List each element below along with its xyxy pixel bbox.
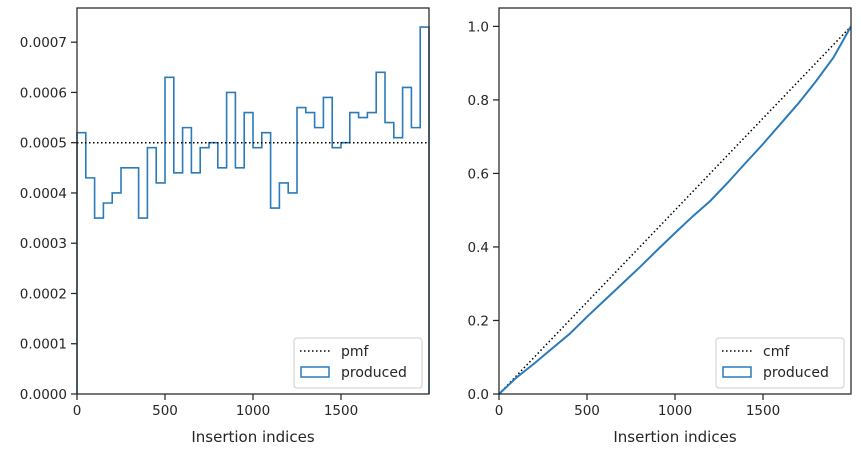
- pmf-ticks: 0 500 1000 1500 0.0000 0.0001 0.0002 0.0003 0.00…: [20, 35, 358, 419]
- cmf-legend-label-cmf: cmf: [763, 344, 790, 360]
- pmf-y-tick-label: 0.0002: [20, 286, 67, 302]
- cmf-legend-label-produced: produced: [763, 365, 829, 381]
- cmf-y-tick-label: 0.8: [468, 93, 489, 109]
- pmf-legend-box: [293, 337, 423, 389]
- pmf-y-tick-label: 0.0003: [20, 236, 67, 252]
- pmf-x-tick-label: 1500: [324, 403, 358, 419]
- pmf-x-axis-label: Insertion indices: [191, 428, 314, 446]
- cmf-plot-area: [498, 25, 852, 395]
- pmf-y-tick-label: 0.0004: [20, 186, 67, 202]
- pmf-y-tick-label: 0.0006: [20, 85, 67, 101]
- cmf-y-tick-label: 0.4: [468, 240, 489, 256]
- cmf-cmf-line: [498, 25, 852, 395]
- pmf-x-tick-label: 0: [73, 403, 82, 419]
- pmf-histogram-panel: 0 500 1000 1500 0.0000 0.0001 0.0002 0.0003 0.00…: [20, 7, 430, 446]
- pmf-legend-label-pmf: pmf: [341, 344, 370, 360]
- pmf-legend-label-produced: produced: [341, 365, 407, 381]
- pmf-produced-histogram-step: [76, 26, 430, 394]
- cmf-y-tick-label: 0.0: [468, 387, 489, 403]
- cmf-legend: cmf produced: [715, 337, 845, 389]
- cmf-legend-box: [715, 337, 845, 389]
- pmf-y-tick-label: 0.0001: [20, 337, 67, 353]
- cmf-x-tick-label: 0: [495, 403, 504, 419]
- cmf-x-tick-label: 1000: [658, 403, 692, 419]
- pmf-y-tick-label: 0.0007: [20, 35, 67, 51]
- pmf-y-tick-label: 0.0000: [20, 387, 67, 403]
- pmf-legend-produced-swatch: [300, 366, 330, 378]
- cmf-legend-produced-swatch: [722, 366, 752, 378]
- pmf-plot-area: [76, 26, 430, 394]
- cmf-y-tick-label: 0.2: [468, 313, 489, 329]
- pmf-x-tick-label: 1000: [236, 403, 270, 419]
- cmf-y-tick-label: 1.0: [468, 19, 489, 35]
- cmf-y-tick-label: 0.6: [468, 166, 489, 182]
- cmf-x-tick-label: 500: [574, 403, 600, 419]
- cmf-ticks: 0 500 1000 1500 0.0 0.2 0.4 0.6 0.8 1.0: [468, 19, 781, 419]
- pmf-x-tick-label: 500: [152, 403, 178, 419]
- pmf-legend: pmf produced: [293, 337, 423, 389]
- cmf-produced-line: [498, 25, 852, 395]
- cmf-panel: 0 500 1000 1500 0.0 0.2 0.4 0.6 0.8 1.0 Insertion…: [468, 7, 852, 446]
- cmf-x-axis-label: Insertion indices: [613, 428, 736, 446]
- cmf-x-tick-label: 1500: [746, 403, 780, 419]
- pmf-y-tick-label: 0.0005: [20, 136, 67, 152]
